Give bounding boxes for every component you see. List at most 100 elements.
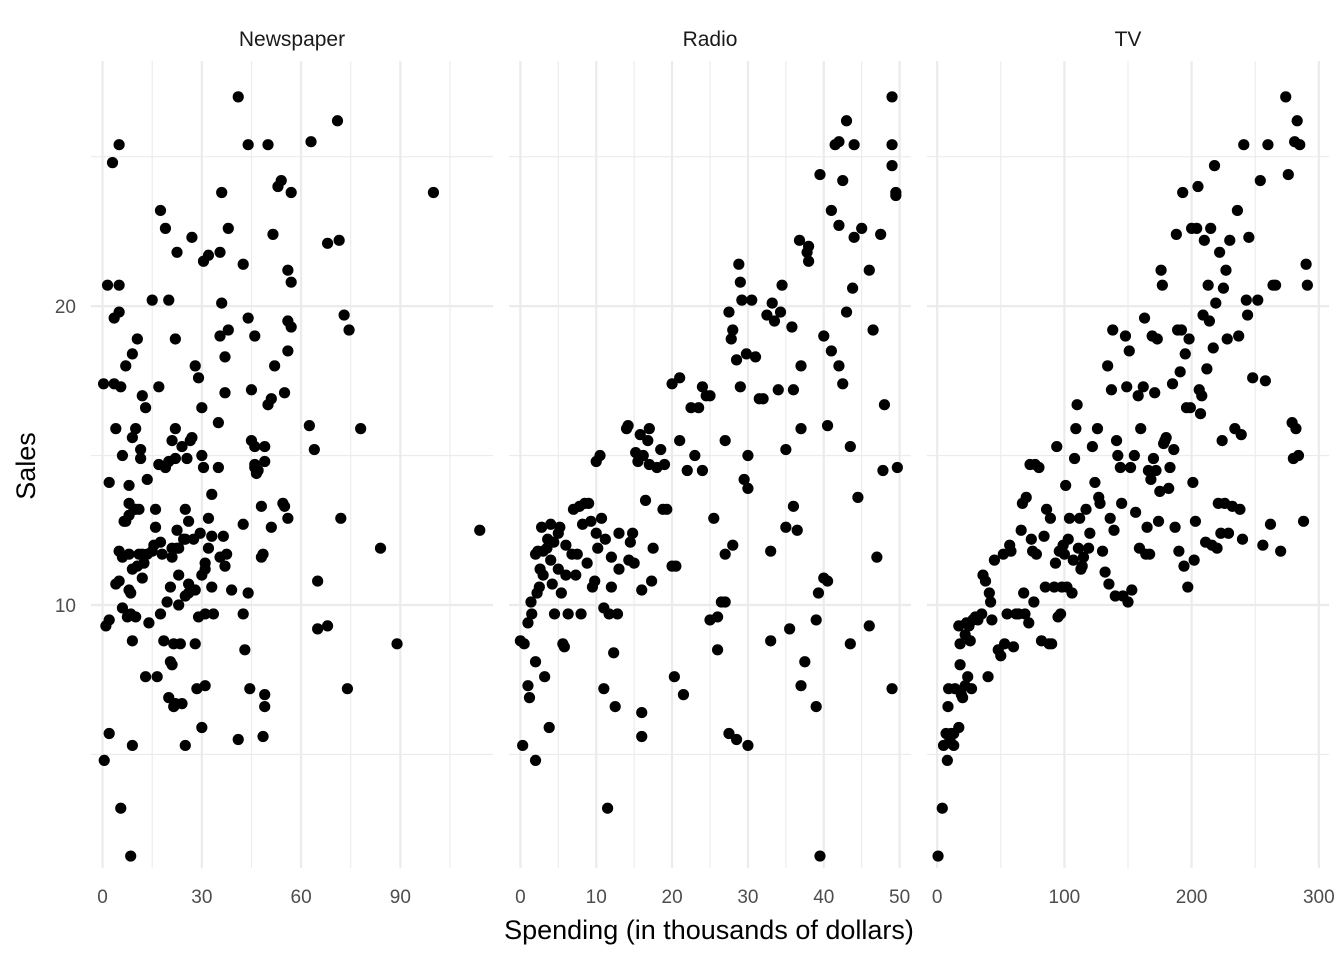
data-point [1177,186,1189,199]
data-point [761,309,773,321]
data-point [154,204,167,217]
data-point [179,533,191,545]
data-point [522,617,534,629]
data-point [1213,246,1226,258]
data-point [609,701,621,713]
data-point [986,614,998,626]
data-point [749,351,762,363]
data-point [1112,449,1124,462]
data-point [169,333,181,345]
data-point [791,524,803,536]
data-point [642,434,654,447]
data-point [97,378,110,390]
data-point [746,294,758,306]
data-point [589,575,601,587]
data-point [571,548,583,560]
data-point [558,641,570,653]
data-point [1124,461,1137,474]
data-point [674,372,686,384]
data-point [1070,423,1082,435]
x-tick-label: 0 [515,887,526,908]
data-point [976,608,988,620]
data-point [878,399,891,411]
data-point [875,228,887,240]
data-point [259,689,271,701]
data-point [1301,279,1313,291]
data-point [474,524,486,536]
data-point [1282,168,1294,181]
data-point [222,324,234,336]
data-point [1151,333,1163,345]
data-point [999,638,1011,650]
facet-label-radio: Radio [683,28,738,51]
x-tick-label: 40 [813,887,834,908]
data-point [343,324,355,336]
data-point [1182,581,1194,593]
data-point [704,390,716,402]
data-point [1126,584,1138,596]
data-point [1094,497,1106,509]
data-point [217,530,229,542]
data-point [1194,408,1207,420]
data-point [206,488,218,500]
data-point [738,473,750,486]
data-point [711,611,724,623]
data-point [1224,234,1236,246]
data-point [146,294,158,306]
data-point [821,575,834,587]
data-point [693,402,705,414]
data-point [1201,363,1213,375]
data-point [278,500,291,512]
data-point [219,560,231,572]
data-point [1107,324,1119,336]
data-point [267,228,279,240]
data-point [186,432,198,444]
data-point [602,802,614,814]
data-point [158,635,170,647]
data-point [953,721,965,734]
data-point [285,276,297,288]
data-point [525,596,537,608]
data-point [592,542,604,554]
data-point [810,614,822,626]
x-tick-label: 0 [932,887,943,908]
data-point [552,563,564,575]
data-point [871,551,883,563]
data-point [245,384,258,396]
data-point [179,739,191,752]
data-point [636,584,648,596]
data-point [1292,449,1305,462]
data-point [163,294,175,306]
data-point [161,596,173,608]
data-point [219,351,231,363]
data-point [189,360,201,372]
data-point [164,581,177,593]
data-point [599,533,611,545]
data-point [867,324,879,336]
data-point [844,638,856,650]
data-point [725,333,737,345]
data-point [226,584,238,596]
data-point [795,680,807,692]
data-point [237,518,249,530]
data-point [740,348,753,360]
data-point [818,330,830,342]
data-point [1297,515,1310,527]
data-point [730,733,743,746]
data-point [242,139,254,151]
data-point [719,434,731,447]
data-point [141,473,153,486]
data-point [221,548,233,560]
data-point [837,174,849,187]
data-point [202,542,215,554]
data-point [237,608,249,620]
data-point [1294,139,1306,151]
data-point [768,315,781,327]
panel-newspaper: Newspaper 0 30 60 90 10 20 [55,28,493,908]
data-point [988,554,1001,566]
data-point [590,527,602,539]
data-point [1114,461,1126,474]
data-point [1086,440,1098,453]
data-point [594,449,606,462]
data-point [1264,518,1277,530]
